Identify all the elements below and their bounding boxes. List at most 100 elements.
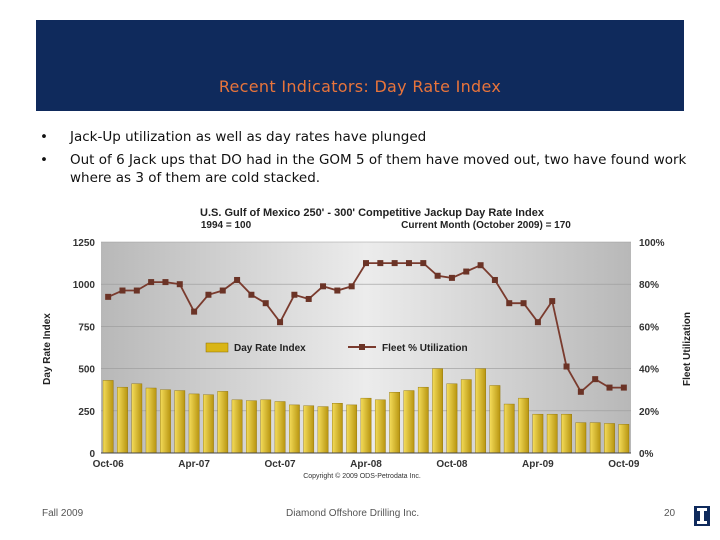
bar	[475, 368, 486, 454]
chart-subtitle-left: 1994 = 100	[201, 220, 252, 231]
bar	[303, 405, 315, 454]
bullet-list: • Jack-Up utilization as well as day rat…	[40, 128, 690, 192]
bar	[374, 399, 386, 454]
y2-tick-label: 20%	[639, 407, 659, 418]
bar	[432, 368, 443, 454]
utilization-point	[577, 388, 584, 395]
title-banner: Recent Indicators: Day Rate Index	[36, 20, 684, 111]
bar	[589, 422, 601, 454]
chart-title: U.S. Gulf of Mexico 250' - 300' Competit…	[200, 207, 545, 219]
bar	[575, 422, 587, 454]
y-axis-left: 0 250 500 750 1000 1250	[73, 238, 96, 460]
bar-series	[102, 368, 630, 454]
legend-swatch-bars	[205, 342, 229, 353]
utilization-point	[534, 319, 541, 326]
utilization-point	[219, 287, 226, 294]
bar	[389, 392, 401, 454]
bar	[532, 413, 544, 454]
utilization-point	[363, 260, 369, 267]
utilization-point	[491, 276, 498, 283]
bar	[561, 413, 572, 454]
utilization-point	[592, 376, 599, 383]
x-tick-label: Apr-08	[350, 459, 382, 470]
bar	[417, 386, 429, 454]
bar	[360, 397, 372, 454]
bar	[489, 385, 501, 454]
illinois-i-icon	[697, 508, 707, 524]
bullet-text: Out of 6 Jack ups that DO had in the GOM…	[70, 152, 687, 186]
footer-company: Diamond Offshore Drilling Inc.	[286, 508, 420, 519]
x-tick-label: Apr-09	[522, 459, 554, 470]
bullet-text: Jack-Up utilization as well as day rates…	[70, 129, 427, 145]
y-tick-label: 500	[78, 365, 95, 376]
y2-tick-label: 60%	[639, 322, 659, 333]
bar	[446, 383, 458, 454]
bullet-marker: •	[40, 152, 48, 168]
bullet-item: • Out of 6 Jack ups that DO had in the G…	[40, 151, 690, 187]
y-tick-label: 1250	[73, 238, 96, 249]
chart-subtitle-right: Current Month (October 2009) = 170	[401, 220, 571, 231]
x-tick-label: Apr-07	[178, 459, 210, 470]
bar	[274, 401, 286, 454]
utilization-point	[148, 279, 155, 286]
bar	[604, 423, 615, 454]
bar	[260, 399, 272, 454]
utilization-point	[391, 260, 398, 267]
utilization-point	[520, 300, 527, 307]
bar	[203, 394, 214, 454]
bar	[188, 393, 200, 454]
bar	[246, 400, 257, 454]
y-axis-right: 0% 20% 40% 60% 80% 100%	[639, 238, 665, 460]
y-tick-label: 250	[78, 407, 95, 418]
utilization-point	[248, 291, 255, 298]
y-tick-label: 750	[78, 322, 95, 333]
utilization-point	[434, 272, 441, 279]
utilization-point	[320, 283, 327, 290]
legend: Day Rate Index Fleet % Utilization	[205, 342, 468, 354]
legend-label-bars: Day Rate Index	[234, 343, 306, 354]
utilization-point	[176, 281, 183, 288]
bar	[131, 383, 143, 454]
bar	[289, 404, 300, 454]
bar	[217, 391, 229, 454]
utilization-point	[405, 260, 412, 267]
utilization-point	[262, 300, 269, 307]
utilization-point	[162, 279, 169, 286]
bar	[317, 406, 329, 454]
slide-title: Recent Indicators: Day Rate Index	[218, 77, 502, 96]
bar	[117, 386, 128, 454]
bullet-item: • Jack-Up utilization as well as day rat…	[40, 128, 690, 146]
bar	[145, 387, 157, 454]
y-tick-label: 0	[89, 449, 95, 460]
y2-tick-label: 80%	[639, 280, 659, 291]
utilization-point	[606, 384, 613, 391]
utilization-point	[620, 384, 627, 391]
utilization-point	[234, 276, 241, 283]
utilization-point	[477, 262, 484, 269]
utilization-point	[305, 295, 312, 302]
utilization-point	[549, 298, 556, 305]
utilization-point	[191, 308, 198, 315]
bar	[460, 379, 472, 454]
day-rate-chart: U.S. Gulf of Mexico 250' - 300' Competit…	[42, 207, 693, 480]
utilization-point	[133, 287, 140, 294]
utilization-point	[448, 274, 455, 281]
utilization-point	[563, 363, 570, 370]
y2-tick-label: 40%	[639, 365, 659, 376]
utilization-point	[105, 293, 112, 300]
y2-axis-label: Fleet Utilization	[682, 312, 693, 386]
bar	[518, 397, 529, 454]
utilization-point	[119, 287, 126, 294]
bar	[331, 403, 343, 454]
bar	[503, 403, 515, 454]
university-logo	[694, 506, 710, 526]
y-tick-label: 1000	[73, 280, 96, 291]
line-series	[105, 260, 627, 395]
y2-tick-label: 100%	[639, 238, 665, 249]
y-axis-label: Day Rate Index	[42, 313, 53, 385]
utilization-point	[291, 291, 298, 298]
utilization-point	[506, 300, 513, 307]
x-tick-label: Oct-06	[93, 459, 125, 470]
utilization-point	[205, 291, 212, 298]
x-axis: Oct-06 Apr-07 Oct-07 Apr-08 Oct-08 Apr-09 Oct-…	[93, 452, 640, 470]
